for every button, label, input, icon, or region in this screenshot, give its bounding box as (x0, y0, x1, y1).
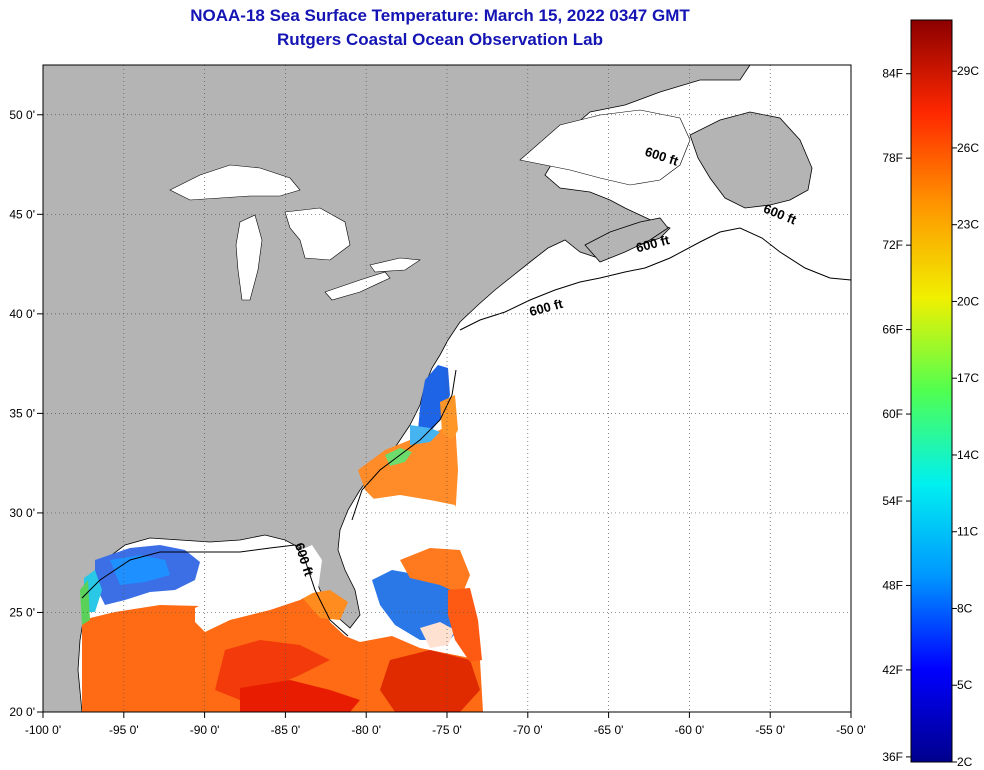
lat-tick-label: 40 0' (9, 307, 35, 321)
lon-tick-label: -85 0' (271, 723, 301, 737)
isobath-600ft (459, 227, 851, 331)
c-tick-label: 29C (957, 64, 979, 78)
f-tick-label: 78F (882, 151, 903, 165)
lon-tick-label: -65 0' (594, 723, 624, 737)
f-tick-label: 84F (882, 67, 903, 81)
sst-data-layer (80, 365, 483, 712)
lon-tick-label: -55 0' (755, 723, 785, 737)
gulf-of-st-lawrence (519, 109, 691, 186)
c-tick-label: 20C (957, 294, 979, 308)
lon-tick-label: -80 0' (351, 723, 381, 737)
f-tick-label: 72F (882, 238, 903, 252)
lon-tick-label: -90 0' (190, 723, 220, 737)
lat-tick-label: 35 0' (9, 406, 35, 420)
f-tick-label: 66F (882, 323, 903, 337)
isobath-600ft-gulf-of-mexico (81, 544, 349, 637)
longitude-axis: -100 0' -95 0' -90 0' -85 0' -80 0' -75 0' -70… (25, 712, 866, 737)
f-tick-label: 48F (882, 578, 903, 592)
lat-tick-label: 50 0' (9, 108, 35, 122)
lake-huron (284, 207, 351, 261)
latitude-axis: 20 0' 25 0' 30 0' 35 0' 40 0' 45 0' 50 0' (9, 108, 43, 719)
lon-tick-label: -60 0' (675, 723, 705, 737)
newfoundland-land (689, 111, 813, 209)
isobath-600ft-southeast (351, 369, 457, 521)
map-subtitle: Rutgers Coastal Ocean Observation Lab (277, 30, 603, 49)
lat-tick-label: 30 0' (9, 506, 35, 520)
c-tick-label: 5C (957, 678, 973, 692)
colorbar-celsius-labels: 2C 5C 8C 11C 14C 17C 20C 23C 26C 29C (952, 64, 979, 769)
lon-tick-label: -100 0' (25, 723, 61, 737)
map-title: NOAA-18 Sea Surface Temperature: March 1… (190, 6, 690, 25)
lat-tick-label: 45 0' (9, 207, 35, 221)
lon-tick-label: -50 0' (836, 723, 866, 737)
f-tick-label: 36F (882, 750, 903, 764)
c-tick-label: 14C (957, 448, 979, 462)
lake-ontario (369, 257, 421, 273)
f-tick-label: 42F (882, 663, 903, 677)
f-tick-label: 54F (882, 494, 903, 508)
lake-superior (169, 164, 301, 201)
lat-tick-label: 25 0' (9, 605, 35, 619)
temperature-colorbar (910, 19, 953, 763)
lon-tick-label: -75 0' (432, 723, 462, 737)
nova-scotia-land (584, 217, 669, 263)
lake-erie (324, 271, 391, 301)
c-tick-label: 2C (957, 755, 973, 769)
c-tick-label: 8C (957, 601, 973, 615)
c-tick-label: 26C (957, 141, 979, 155)
lat-tick-label: 20 0' (9, 705, 35, 719)
c-tick-label: 17C (957, 371, 979, 385)
f-tick-label: 60F (882, 407, 903, 421)
c-tick-label: 11C (957, 525, 978, 539)
colorbar-fahrenheit-labels: 36F 42F 48F 54F 60F 66F 72F 78F 84F (882, 67, 911, 764)
lon-tick-label: -95 0' (109, 723, 139, 737)
c-tick-label: 23C (957, 218, 979, 232)
lake-michigan (235, 214, 263, 301)
lon-tick-label: -70 0' (513, 723, 543, 737)
